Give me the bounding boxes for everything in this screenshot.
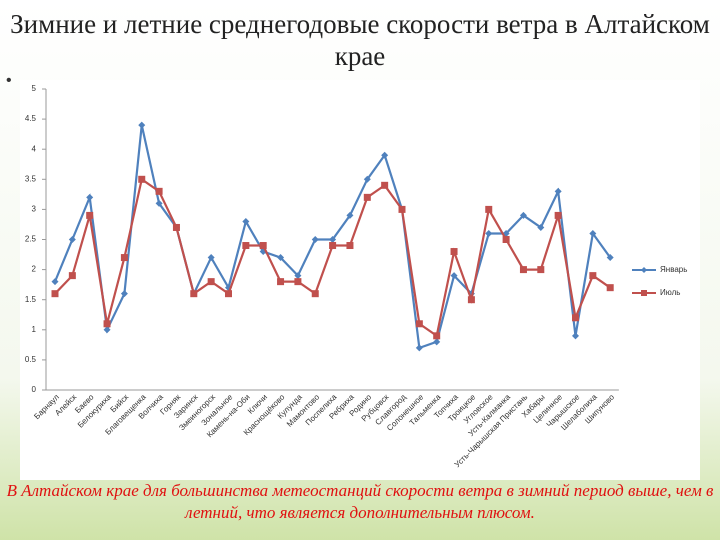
point bbox=[172, 223, 180, 231]
point bbox=[68, 272, 76, 280]
point bbox=[554, 187, 562, 195]
y-tick-label: 3.5 bbox=[25, 174, 37, 183]
point bbox=[363, 193, 371, 201]
point bbox=[120, 290, 128, 298]
point bbox=[519, 211, 527, 219]
point bbox=[381, 151, 389, 159]
point bbox=[68, 236, 76, 243]
y-tick-label: 1.5 bbox=[25, 295, 37, 304]
point bbox=[277, 254, 285, 262]
point bbox=[433, 338, 441, 346]
point bbox=[589, 272, 597, 280]
point bbox=[259, 242, 267, 250]
point bbox=[346, 242, 354, 250]
point bbox=[572, 332, 579, 340]
point bbox=[363, 175, 371, 183]
point bbox=[554, 211, 562, 219]
point bbox=[381, 181, 389, 189]
legend-label: Январь bbox=[660, 265, 687, 274]
point bbox=[572, 314, 579, 322]
point bbox=[86, 211, 94, 219]
point bbox=[294, 272, 302, 280]
bullet: • bbox=[6, 72, 12, 89]
point bbox=[415, 320, 423, 328]
point bbox=[242, 217, 250, 225]
y-tick-label: 0 bbox=[32, 385, 37, 394]
y-tick-label: 3 bbox=[32, 205, 37, 214]
point bbox=[433, 332, 441, 340]
point bbox=[155, 187, 163, 195]
conclusion: В Алтайском крае для большинства метеост… bbox=[6, 481, 714, 522]
point bbox=[86, 193, 94, 201]
point bbox=[207, 254, 215, 262]
point bbox=[120, 254, 128, 262]
point bbox=[606, 284, 614, 292]
y-tick-label: 4.5 bbox=[25, 114, 37, 123]
point bbox=[467, 296, 475, 304]
point bbox=[398, 205, 406, 213]
y-tick-label: 2.5 bbox=[25, 235, 37, 244]
y-tick-label: 2 bbox=[32, 265, 37, 274]
point bbox=[155, 199, 163, 207]
slide-title: Зимние и летние среднегодовые скорости в… bbox=[10, 9, 710, 71]
y-tick-label: 5 bbox=[32, 84, 37, 93]
point bbox=[485, 229, 493, 237]
point bbox=[51, 278, 59, 286]
point bbox=[450, 248, 458, 256]
point bbox=[103, 320, 111, 328]
point bbox=[450, 272, 458, 280]
point bbox=[329, 242, 337, 250]
legend-marker bbox=[641, 290, 647, 296]
y-tick-label: 1 bbox=[32, 325, 37, 334]
point bbox=[138, 121, 146, 129]
point bbox=[51, 290, 59, 298]
point bbox=[537, 266, 545, 274]
point bbox=[311, 290, 319, 298]
point bbox=[606, 254, 614, 262]
point bbox=[294, 278, 302, 286]
point bbox=[346, 211, 354, 219]
legend-marker bbox=[641, 267, 647, 273]
point bbox=[502, 236, 510, 243]
point bbox=[415, 344, 423, 352]
point bbox=[190, 290, 198, 298]
point bbox=[207, 278, 215, 286]
point bbox=[138, 175, 146, 183]
point bbox=[485, 205, 493, 213]
point bbox=[329, 236, 337, 243]
point bbox=[103, 326, 111, 334]
point bbox=[537, 223, 545, 231]
y-tick-label: 4 bbox=[32, 144, 37, 153]
point bbox=[277, 278, 285, 286]
point bbox=[311, 236, 319, 243]
y-tick-label: 0.5 bbox=[25, 355, 37, 364]
point bbox=[589, 229, 597, 237]
legend-label: Июль bbox=[660, 288, 680, 297]
chart-area bbox=[20, 80, 700, 480]
point bbox=[225, 290, 232, 298]
point bbox=[242, 242, 250, 250]
point bbox=[519, 266, 527, 274]
